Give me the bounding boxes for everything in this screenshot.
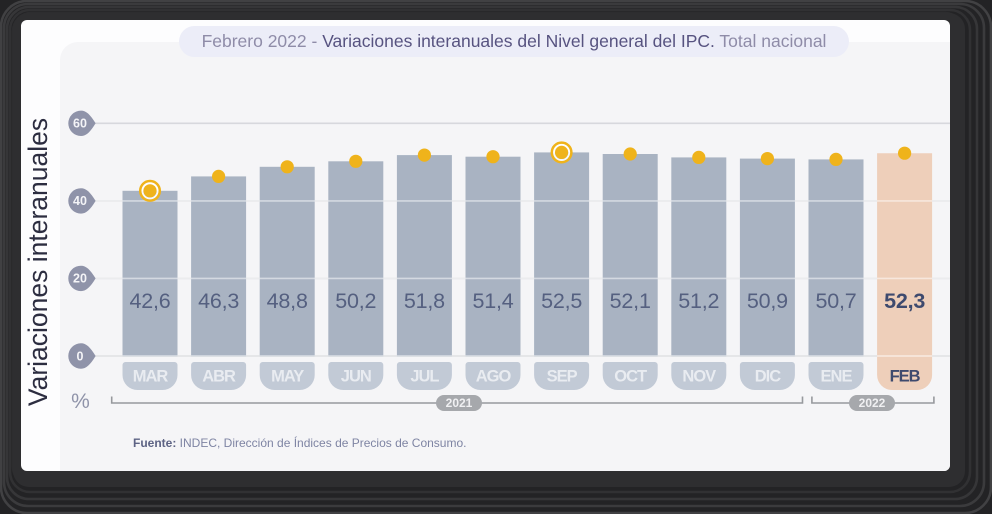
svg-text:48,8: 48,8 [267,289,308,313]
svg-text:51,4: 51,4 [472,289,513,313]
svg-text:%: % [71,390,90,413]
svg-text:AGO: AGO [476,368,512,386]
svg-text:DIC: DIC [755,368,782,386]
svg-text:JUL: JUL [410,368,439,386]
svg-text:50,2: 50,2 [335,289,376,313]
svg-text:JUN: JUN [341,368,371,386]
svg-text:OCT: OCT [614,368,647,386]
svg-text:42,6: 42,6 [129,289,170,313]
svg-text:52,3: 52,3 [884,289,925,313]
svg-text:ENE: ENE [821,368,853,386]
svg-text:MAR: MAR [133,368,169,386]
svg-text:50,7: 50,7 [815,289,856,313]
svg-text:52,5: 52,5 [541,289,582,313]
svg-text:20: 20 [73,272,87,286]
svg-text:52,1: 52,1 [610,289,651,313]
svg-text:Variaciones interanuales: Variaciones interanuales [23,118,53,406]
svg-text:50,9: 50,9 [747,289,788,313]
svg-text:2022: 2022 [859,396,886,410]
svg-text:51,2: 51,2 [678,289,719,313]
svg-text:Fuente: INDEC, Dirección de Ín: Fuente: INDEC, Dirección de Índices de P… [133,435,466,450]
svg-text:51,8: 51,8 [404,289,445,313]
svg-text:60: 60 [73,117,87,131]
svg-text:FEB: FEB [890,368,921,386]
svg-text:2021: 2021 [446,396,473,410]
svg-text:SEP: SEP [547,368,578,386]
svg-text:Febrero 2022 - Variaciones int: Febrero 2022 - Variaciones interanuales … [202,31,827,51]
svg-text:0: 0 [77,349,84,363]
svg-text:40: 40 [73,194,87,208]
svg-text:NOV: NOV [682,368,716,386]
svg-text:46,3: 46,3 [198,289,239,313]
svg-text:MAY: MAY [271,368,304,386]
svg-text:ABR: ABR [202,368,236,386]
